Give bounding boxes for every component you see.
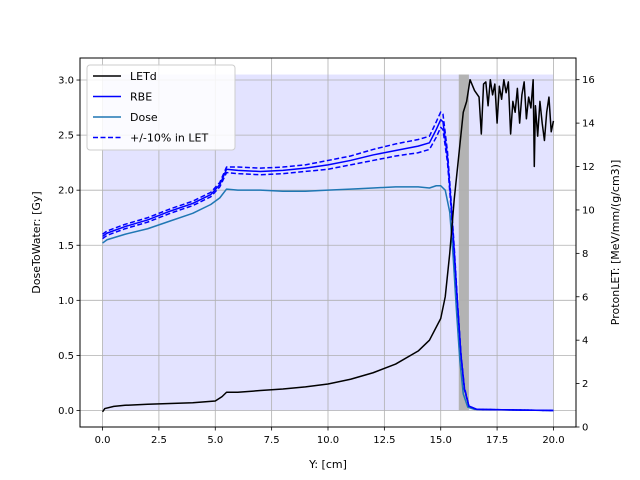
series-line-let-variation-2 (102, 126, 554, 412)
x-tick-label: 7.5 (264, 435, 280, 446)
y2-axis-label: ProtonLET: [MeV/mm/(g/cm3)] (609, 160, 622, 326)
legend-label: LETd (130, 70, 157, 83)
x-tick-label: 2.5 (151, 435, 167, 446)
y2-tick-label: 14 (582, 119, 595, 130)
y-tick-label: 1.5 (58, 241, 74, 252)
x-tick-label: 12.5 (373, 435, 395, 446)
legend-label: +/-10% in LET (130, 132, 208, 145)
x-axis-ticks: 0.0 2.5 5.0 7.5 10.0 12.5 15.0 17.5 20.0 (95, 427, 565, 446)
y2-tick-label: 4 (582, 336, 588, 347)
legend-box (86, 64, 236, 151)
series-line-letd (101, 78, 555, 413)
y2-tick-label: 10 (582, 205, 595, 216)
x-tick-label: 20.0 (542, 435, 564, 446)
series-line-dose (102, 185, 554, 412)
y2-tick-label: 12 (582, 162, 595, 173)
y-tick-label: 2.0 (58, 186, 74, 197)
x-axis-label: Y: [cm] (308, 458, 347, 471)
x-tick-label: 5.0 (207, 435, 223, 446)
y-tick-label: 0.0 (58, 406, 74, 417)
y2-tick-label: 8 (582, 249, 588, 260)
y-tick-label: 2.5 (58, 131, 74, 142)
series-line-let-variation-3 (102, 111, 554, 412)
y-tick-label: 0.5 (58, 351, 74, 362)
y2-tick-label: 6 (582, 292, 588, 303)
legend-label: Dose (130, 111, 158, 124)
x-tick-label: 17.5 (486, 435, 508, 446)
y2-axis-ticks: 0 2 4 6 8 10 12 14 16 (576, 75, 595, 434)
y-axis-label: DoseToWater: [Gy] (30, 191, 43, 293)
y2-tick-label: 16 (582, 75, 595, 86)
legend: LETd RBE Dose +/-10% in LET (86, 64, 236, 151)
y2-tick-label: 2 (582, 379, 588, 390)
y2-tick-label: 0 (582, 423, 588, 434)
y-tick-label: 3.0 (58, 76, 74, 87)
y-tick-label: 1.0 (58, 296, 74, 307)
gray-band (458, 74, 469, 411)
data-series (101, 78, 555, 413)
legend-label: RBE (130, 91, 152, 104)
x-tick-label: 15.0 (430, 435, 452, 446)
x-tick-label: 0.0 (95, 435, 111, 446)
y-axis-ticks: 0.0 0.5 1.0 1.5 2.0 2.5 3.0 (58, 76, 80, 417)
x-tick-label: 10.0 (317, 435, 339, 446)
